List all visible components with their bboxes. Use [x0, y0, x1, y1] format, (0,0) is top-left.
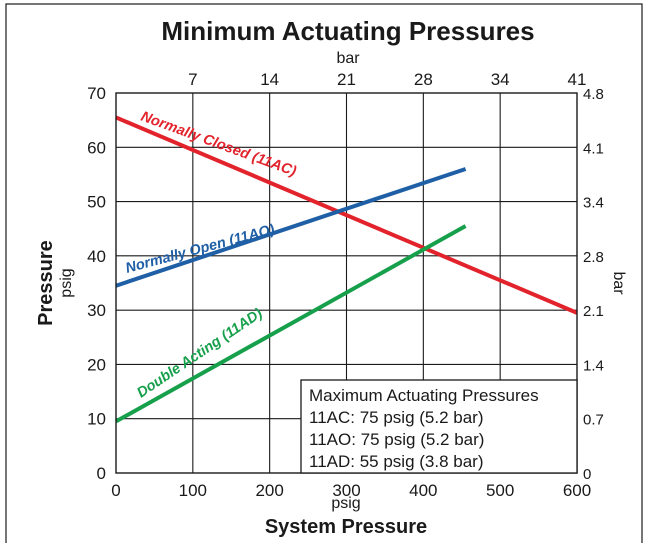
y-tick-label: 50 [87, 193, 106, 212]
series-line-normally-closed [115, 115, 578, 315]
y-axis-title: Pressure [35, 240, 57, 326]
right-tick-label: 0.7 [583, 412, 604, 429]
y-tick-label: 40 [87, 247, 106, 266]
x-axis-title: System Pressure [265, 516, 427, 538]
right-tick-label: 0 [583, 466, 591, 483]
y-tick-label: 70 [87, 84, 106, 103]
x-tick-label: 0 [111, 481, 120, 500]
top-tick-label: 7 [188, 70, 197, 89]
y-tick-label: 10 [87, 410, 106, 429]
top-tick-label: 34 [491, 70, 510, 89]
top-tick-label: 28 [414, 70, 433, 89]
y-tick-label: 0 [97, 464, 106, 483]
x-tick-label: 400 [409, 481, 437, 500]
chart-border [5, 3, 643, 548]
top-tick-label: 14 [260, 70, 279, 89]
y-tick-label: 30 [87, 301, 106, 320]
chart-title: Minimum Actuating Pressures [161, 16, 534, 46]
x-tick-label: 100 [179, 481, 207, 500]
top-axis-label: bar [336, 50, 360, 67]
x-tick-label: 300 [332, 481, 360, 500]
right-tick-label: 4.1 [583, 140, 604, 157]
x-tick-label: 500 [486, 481, 514, 500]
series-label-normally-open: Normally Open (11AO) [124, 222, 277, 277]
series-line-double-acting [115, 224, 467, 424]
y-tick-label: 60 [87, 138, 106, 157]
series-line-normally-open [115, 167, 467, 288]
right-tick-label: 2.8 [583, 249, 604, 266]
right-axis-label: bar [610, 271, 627, 295]
top-tick-label: 21 [337, 70, 356, 89]
series-label-double-acting: Double Acting (11AD) [134, 306, 265, 402]
top-tick-label: 41 [568, 70, 587, 89]
y-axis-unit: psig [58, 268, 75, 297]
max-pressures-11ac: 11AC: 75 psig (5.2 bar) [309, 408, 484, 427]
series-label-normally-closed: Normally Closed (11AC) [139, 109, 299, 180]
x-tick-label: 600 [563, 481, 591, 500]
x-axis-unit: psig [331, 495, 360, 512]
series-lines [115, 115, 578, 424]
right-tick-label: 1.4 [583, 357, 604, 374]
grid [116, 93, 577, 473]
max-pressures-title: Maximum Actuating Pressures [309, 386, 539, 405]
y-tick-label: 20 [87, 355, 106, 374]
right-tick-label: 3.4 [583, 195, 604, 212]
max-pressures-box [300, 379, 578, 474]
max-pressures-11ad: 11AD: 55 psig (3.8 bar) [309, 452, 484, 471]
right-tick-label: 4.8 [583, 86, 604, 103]
right-tick-label: 2.1 [583, 303, 604, 320]
x-tick-label: 200 [255, 481, 283, 500]
max-pressures-11ao: 11AO: 75 psig (5.2 bar) [309, 430, 484, 449]
